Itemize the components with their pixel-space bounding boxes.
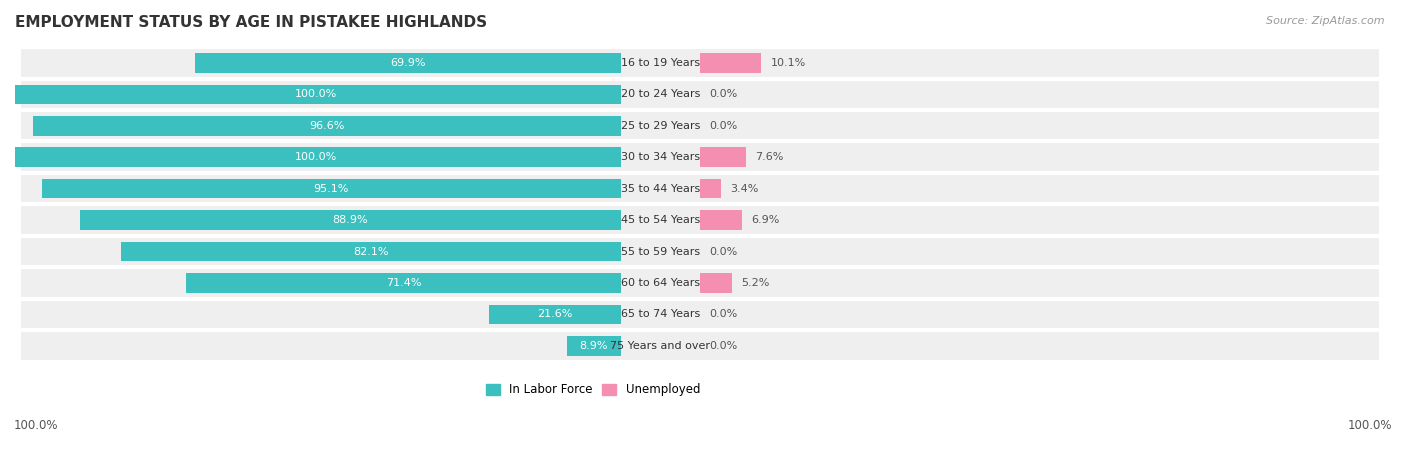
Text: 96.6%: 96.6% (309, 121, 344, 131)
Text: 88.9%: 88.9% (332, 215, 368, 225)
Text: 0.0%: 0.0% (709, 247, 737, 256)
Text: 0.0%: 0.0% (709, 341, 737, 351)
Bar (21, 79, 1379, 110)
Bar (21, 299, 1379, 330)
Text: 30 to 34 Years: 30 to 34 Years (621, 152, 700, 162)
Bar (21, 204, 1379, 236)
Text: 8.9%: 8.9% (579, 341, 607, 351)
Text: 6.9%: 6.9% (751, 215, 779, 225)
Bar (700, 273, 731, 292)
Text: 25 to 29 Years: 25 to 29 Years (620, 121, 700, 131)
Text: 20 to 24 Years: 20 to 24 Years (620, 90, 700, 99)
Bar (121, 242, 621, 261)
Text: Source: ZipAtlas.com: Source: ZipAtlas.com (1267, 16, 1385, 26)
Text: 55 to 59 Years: 55 to 59 Years (621, 247, 700, 256)
Text: 45 to 54 Years: 45 to 54 Years (621, 215, 700, 225)
Text: 82.1%: 82.1% (353, 247, 388, 256)
Text: 7.6%: 7.6% (755, 152, 783, 162)
Bar (700, 179, 721, 198)
Text: 3.4%: 3.4% (730, 184, 758, 194)
Text: 0.0%: 0.0% (709, 310, 737, 320)
Bar (21, 267, 1379, 299)
Bar (700, 210, 742, 230)
Text: 0.0%: 0.0% (709, 121, 737, 131)
Bar (21, 330, 1379, 361)
Bar (32, 116, 621, 135)
Bar (489, 305, 621, 324)
Bar (13, 148, 621, 167)
Text: 95.1%: 95.1% (314, 184, 349, 194)
Bar (13, 85, 621, 104)
Bar (80, 210, 621, 230)
Text: 60 to 64 Years: 60 to 64 Years (621, 278, 700, 288)
Text: EMPLOYMENT STATUS BY AGE IN PISTAKEE HIGHLANDS: EMPLOYMENT STATUS BY AGE IN PISTAKEE HIG… (15, 15, 486, 30)
Bar (186, 273, 621, 292)
Text: 10.1%: 10.1% (770, 58, 806, 68)
Text: 21.6%: 21.6% (537, 310, 572, 320)
Bar (21, 236, 1379, 267)
Text: 71.4%: 71.4% (385, 278, 422, 288)
Legend: In Labor Force, Unemployed: In Labor Force, Unemployed (481, 379, 704, 401)
Bar (700, 53, 762, 72)
Bar (567, 336, 621, 356)
Text: 69.9%: 69.9% (391, 58, 426, 68)
Text: 0.0%: 0.0% (709, 90, 737, 99)
Text: 16 to 19 Years: 16 to 19 Years (621, 58, 700, 68)
Text: 35 to 44 Years: 35 to 44 Years (621, 184, 700, 194)
Bar (21, 141, 1379, 173)
Text: 100.0%: 100.0% (295, 90, 337, 99)
Bar (700, 148, 747, 167)
Bar (21, 110, 1379, 141)
Bar (195, 53, 621, 72)
Bar (42, 179, 621, 198)
Bar (21, 47, 1379, 79)
Bar (21, 173, 1379, 204)
Text: 100.0%: 100.0% (295, 152, 337, 162)
Text: 100.0%: 100.0% (1347, 419, 1392, 432)
Text: 100.0%: 100.0% (14, 419, 59, 432)
Text: 65 to 74 Years: 65 to 74 Years (621, 310, 700, 320)
Text: 75 Years and over: 75 Years and over (610, 341, 710, 351)
Text: 5.2%: 5.2% (741, 278, 769, 288)
